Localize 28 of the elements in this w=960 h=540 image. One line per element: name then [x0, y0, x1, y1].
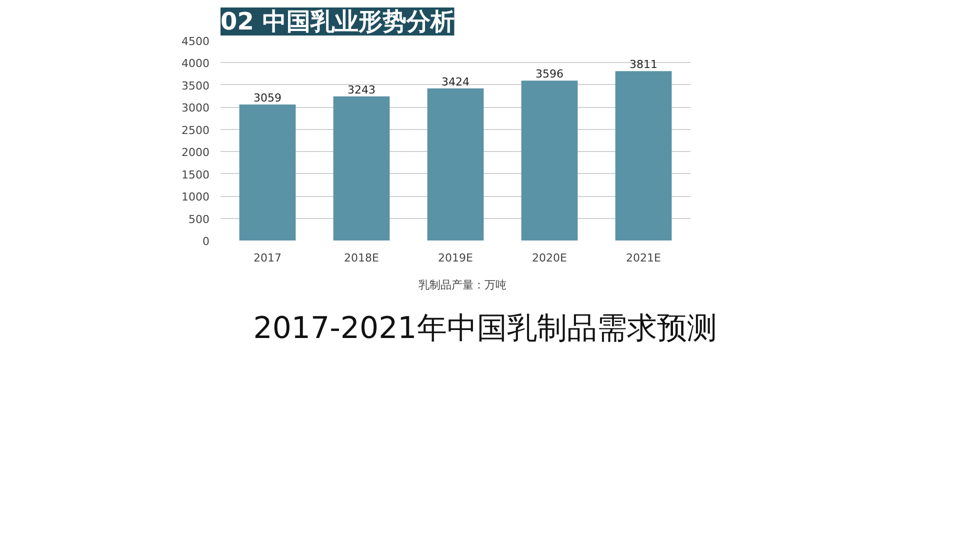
bar [427, 88, 484, 240]
data-label: 3811 [630, 58, 658, 72]
data-label: 3243 [348, 83, 376, 96]
x-tick-label: 2018E [344, 252, 380, 264]
y-tick-label: 3000 [182, 102, 210, 115]
x-tick-label: 2021E [626, 252, 662, 264]
y-tick-label: 0 [202, 235, 210, 248]
y-tick-label: 2000 [182, 146, 210, 160]
bar [333, 96, 390, 240]
x-tick-label: 2019E [438, 252, 474, 264]
x-tick-label: 2020E [532, 252, 568, 264]
y-tick-label: 1500 [182, 168, 210, 182]
bar [521, 80, 578, 240]
y-tick-label: 4000 [182, 57, 210, 70]
y-tick-label: 3500 [182, 79, 210, 92]
y-tick-label: 500 [188, 212, 210, 226]
y-tick-label: 1000 [182, 190, 210, 204]
y-tick-label: 2500 [182, 124, 210, 137]
x-tick-label: 2017 [254, 252, 282, 264]
data-label: 3059 [254, 92, 282, 105]
text: 2017-2021年中国乳制品需求预测 [253, 310, 717, 348]
y-tick-label: 4500 [182, 35, 210, 48]
data-label: 3424 [442, 75, 470, 88]
text: 乳制品产量：万吨 [418, 278, 506, 292]
bar [239, 104, 296, 240]
data-label: 3596 [536, 68, 564, 81]
bar [615, 71, 672, 240]
chart-title: 02 中国乳业形势分析 [220, 8, 454, 36]
